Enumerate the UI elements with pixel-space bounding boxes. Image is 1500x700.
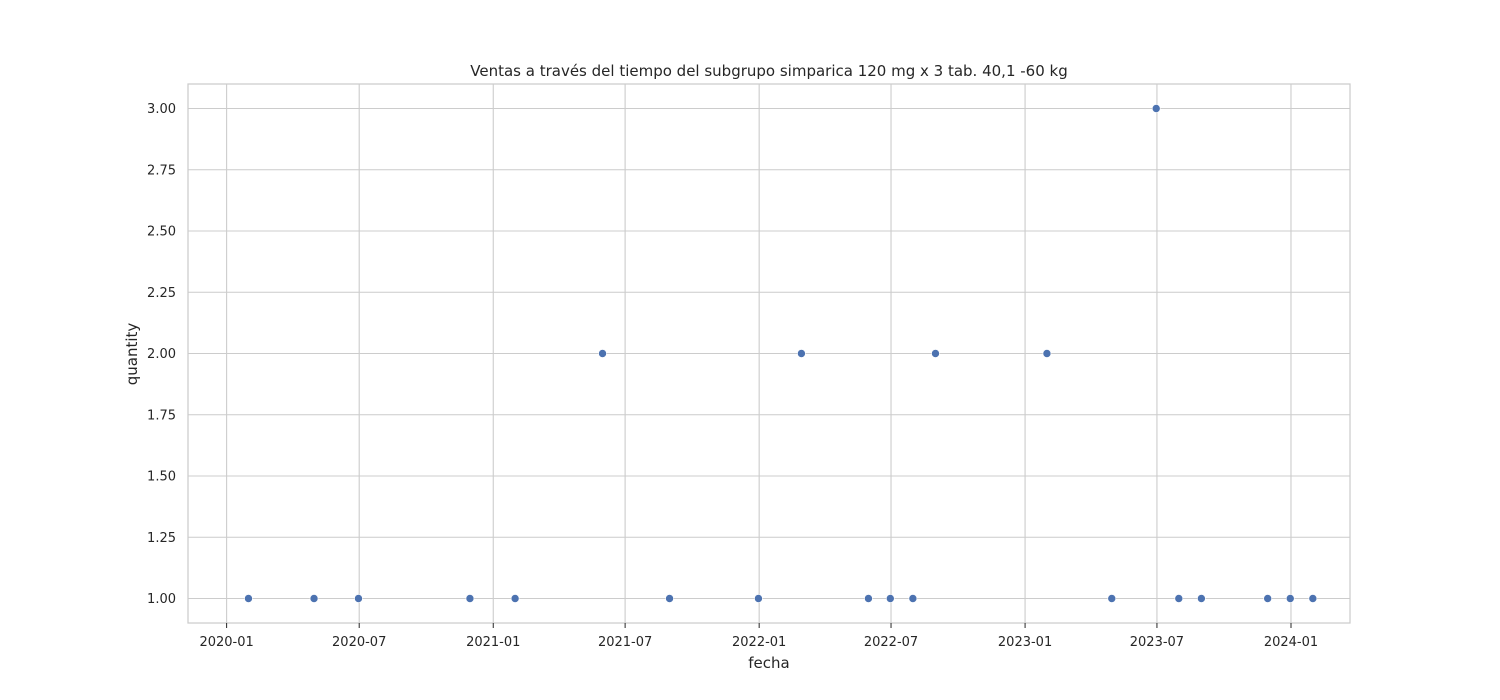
data-point [754, 594, 763, 603]
data-point [598, 349, 607, 358]
data-point [1308, 594, 1318, 603]
y-tick-label: 1.00 [147, 592, 176, 607]
data-point [885, 594, 895, 603]
ticks-layer: 1.00 1.25 1.50 1.75 2.00 2.25 2.50 2.75 3.00 2020… [147, 102, 1318, 650]
x-tick-label: 2021-01 [466, 635, 520, 650]
grid-layer [188, 84, 1350, 623]
data-point [309, 594, 319, 603]
data-point [1197, 594, 1206, 603]
x-tick-label: 2023-01 [998, 635, 1052, 650]
data-point [1263, 594, 1272, 603]
y-tick-label: 1.50 [147, 470, 176, 485]
x-tick-label: 2020-01 [199, 635, 253, 650]
data-point [1107, 594, 1117, 603]
data-point [1042, 349, 1052, 358]
data-point [931, 349, 940, 358]
data-point [1285, 594, 1295, 603]
x-tick-label: 2023-07 [1130, 635, 1184, 650]
data-point [908, 594, 918, 603]
data-point [354, 594, 363, 603]
data-point [665, 594, 674, 603]
x-tick-label: 2022-01 [732, 635, 786, 650]
plot-frame [187, 83, 1351, 624]
chart-title: Ventas a través del tiempo del subgrupo … [470, 62, 1068, 80]
y-tick-label: 2.25 [147, 286, 176, 301]
data-point [244, 594, 253, 603]
data-point [510, 594, 520, 603]
x-axis-label: fecha [748, 654, 789, 672]
y-tick-label: 2.00 [147, 347, 176, 362]
y-tick-label: 2.50 [147, 225, 176, 240]
data-point [1151, 104, 1161, 113]
y-tick-label: 2.75 [147, 163, 176, 178]
data-point [797, 349, 806, 358]
x-tick-label: 2020-07 [332, 635, 386, 650]
y-tick-label: 3.00 [147, 102, 176, 117]
data-point [465, 594, 475, 603]
y-axis-label: quantity [123, 323, 141, 386]
x-tick-label: 2024-01 [1264, 635, 1318, 650]
data-point [1174, 594, 1184, 603]
data-point [864, 594, 873, 603]
x-tick-label: 2022-07 [864, 635, 918, 650]
x-tick-label: 2021-07 [598, 635, 652, 650]
y-tick-label: 1.25 [147, 531, 176, 546]
points-layer [244, 104, 1318, 603]
y-tick-label: 1.75 [147, 408, 176, 423]
